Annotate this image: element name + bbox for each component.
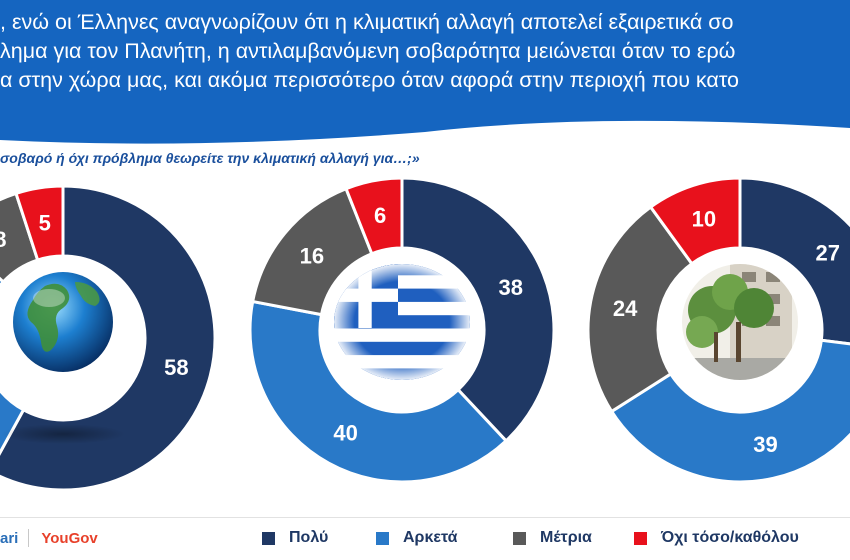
headline-line-1: , ενώ οι Έλληνες αναγνωρίζουν ότι η κλιμ… [0,10,734,34]
slice-polu-0 [0,184,217,492]
logo-left: ari [0,530,19,547]
slice-oxi-0 [14,184,65,262]
legend-swatch-arketa [376,531,389,545]
footer-divider [0,517,850,518]
slice-oxi-1 [344,176,404,256]
street-trees-image [682,264,798,380]
data-label-oxi-2: 10 [692,207,716,232]
data-label-polu-0: 58 [164,355,188,380]
headline-line-3: α στην χώρα μας, και ακόμα περισσότερο ό… [0,68,739,92]
logo-yougov: YouGov [41,530,98,547]
slice-arketa-0 [0,276,26,456]
data-label-oxi-0: 5 [39,210,51,235]
logo-separator [28,529,30,547]
donut-planet: 58 8 5 [0,184,217,492]
data-label-metria-0: 8 [0,227,6,252]
slice-polu-1 [400,176,556,443]
legend-item-arketa: Αρκετά [376,529,458,547]
greek-flag-image [334,264,470,380]
legend-swatch-polu [262,531,275,545]
headline: , ενώ οι Έλληνες αναγνωρίζουν ότι η κλιμ… [0,8,850,95]
legend-label-polu: Πολύ [289,529,329,546]
donut-charts: 58 8 5 38 40 16 6 27 39 24 10 [0,176,850,492]
legend-label-oxi: Όχι τόσο/καθόλου [661,529,799,546]
slice-oxi-2 [648,176,742,266]
data-label-metria-2: 24 [613,296,638,321]
header-banner: , ενώ οι Έλληνες αναγνωρίζουν ότι η κλιμ… [0,0,850,150]
earth-globe-image [1,272,125,444]
data-label-polu-1: 38 [499,275,523,300]
headline-line-2: λημα για τον Πλανήτη, η αντιλαμβανόμενη … [0,39,736,63]
slice-arketa-1 [248,299,509,484]
legend-label-metria: Μέτρια [540,529,592,546]
slice-arketa-2 [609,338,850,484]
legend-label-arketa: Αρκετά [403,529,458,546]
donut-country: 38 40 16 6 [248,176,556,484]
legend-item-polu: Πολύ [262,529,328,547]
header-background [0,0,850,144]
footer-logos: ari YouGov [0,529,98,547]
data-label-polu-2: 27 [816,241,840,266]
data-label-oxi-1: 6 [374,203,386,228]
legend-swatch-metria [513,531,526,545]
legend-item-metria: Μέτρια [513,529,592,547]
legend-swatch-oxi [634,531,647,545]
slice-polu-2 [738,176,850,346]
data-label-arketa-2: 39 [753,432,777,457]
legend-item-oxi: Όχι τόσο/καθόλου [634,529,799,547]
slice-metria-2 [586,204,694,414]
donut-local-area: 27 39 24 10 [586,176,850,484]
data-label-metria-1: 16 [300,243,324,268]
survey-question: σοβαρό ή όχι πρόβλημα θεωρείτε την κλιμα… [0,150,420,166]
data-label-arketa-1: 40 [333,421,357,446]
